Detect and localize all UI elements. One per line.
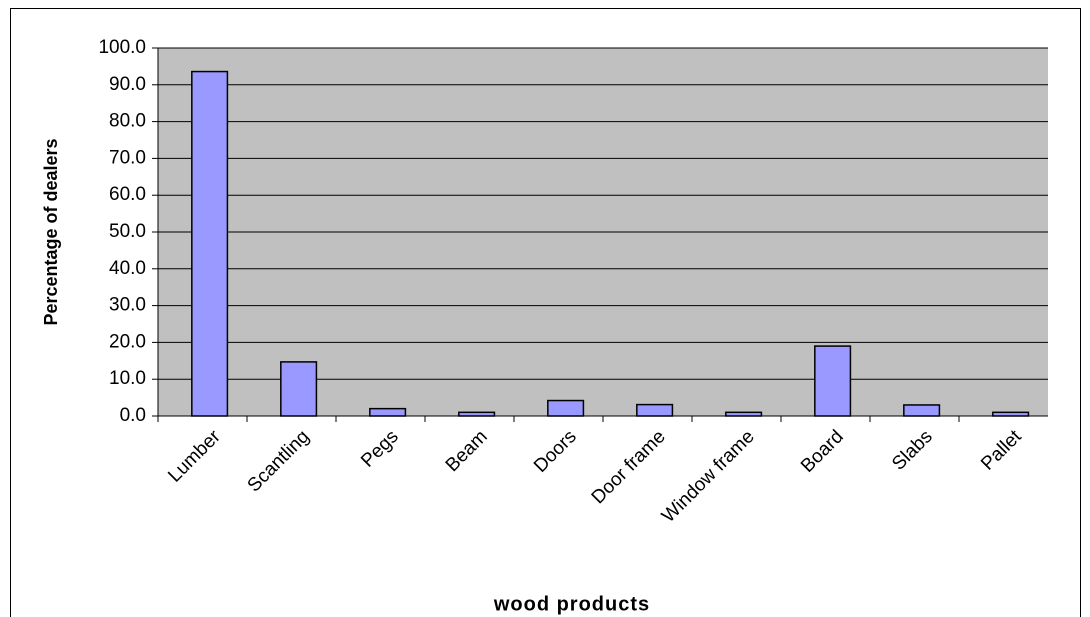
y-tick-label: 40.0	[109, 258, 146, 279]
bar	[814, 345, 852, 417]
y-tick-label: 60.0	[109, 184, 146, 205]
bar	[725, 411, 763, 417]
y-tick-label: 80.0	[109, 111, 146, 132]
y-axis-title: Percentage of dealers	[41, 138, 61, 325]
y-tick-label: 20.0	[109, 331, 146, 352]
bar	[280, 361, 318, 417]
bar	[636, 403, 674, 417]
y-tick-label: 30.0	[109, 295, 146, 316]
y-tick-label: 10.0	[109, 368, 146, 389]
bar	[369, 407, 407, 417]
bar	[547, 399, 585, 417]
bar	[191, 70, 229, 417]
y-tick-label: 0.0	[120, 405, 146, 426]
y-tick-label: 90.0	[109, 74, 146, 95]
bar	[992, 411, 1030, 417]
bar	[903, 404, 941, 417]
bar	[458, 411, 496, 417]
y-tick-label: 50.0	[109, 221, 146, 242]
x-axis-title: wood products	[493, 593, 650, 615]
y-tick-label: 100.0	[98, 37, 146, 58]
y-tick-label: 70.0	[109, 147, 146, 168]
